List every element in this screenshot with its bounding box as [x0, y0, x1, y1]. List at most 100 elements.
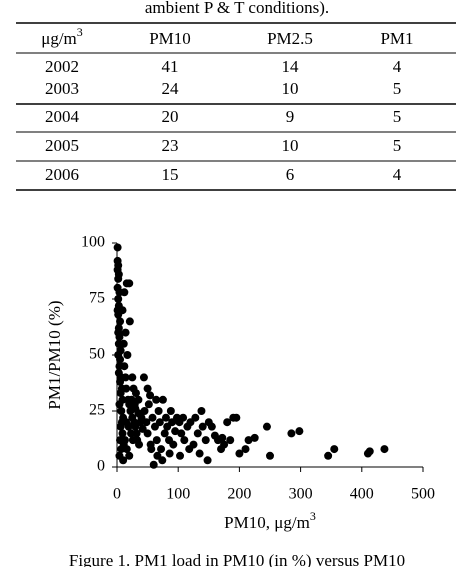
- point: [120, 436, 129, 445]
- point: [144, 400, 153, 409]
- point: [266, 451, 274, 460]
- y-axis-label: PM1/PM10 (%): [45, 300, 64, 409]
- point: [324, 451, 333, 460]
- table-cell: 2005: [45, 136, 79, 155]
- point: [201, 436, 210, 445]
- point: [160, 429, 169, 438]
- point: [149, 460, 158, 469]
- point: [119, 339, 128, 348]
- table-cell: 15: [162, 165, 179, 184]
- point: [116, 317, 125, 326]
- table-cell: 5: [393, 136, 402, 155]
- point: [125, 451, 134, 460]
- point: [118, 429, 127, 438]
- header-cell-base: μg/m: [41, 29, 77, 48]
- point: [142, 418, 151, 427]
- point: [177, 429, 186, 438]
- point: [122, 384, 131, 393]
- point: [125, 317, 134, 326]
- point: [115, 400, 124, 409]
- point: [131, 389, 140, 398]
- point: [114, 295, 123, 303]
- point: [115, 333, 124, 342]
- point: [330, 445, 339, 454]
- point: [169, 440, 178, 449]
- caption-top: ambient P & T conditions).: [145, 0, 329, 17]
- point: [140, 407, 149, 415]
- point: [121, 328, 130, 337]
- point: [244, 436, 253, 445]
- table-cell: 5: [393, 79, 402, 98]
- x-tick-label: 200: [227, 486, 251, 503]
- table-cell: 10: [282, 136, 299, 155]
- point: [207, 422, 216, 431]
- point: [128, 436, 137, 445]
- caption-bottom: Figure 1. PM1 load in PM10 (in %) versus…: [69, 551, 405, 567]
- point: [143, 384, 152, 393]
- point: [226, 436, 235, 445]
- header-cell: PM1: [380, 29, 413, 48]
- point: [158, 395, 167, 404]
- header-cell: PM10: [149, 29, 191, 48]
- point: [123, 351, 132, 359]
- point: [117, 407, 126, 415]
- table-cell: 4: [393, 57, 402, 76]
- header-cell: μg/m3: [41, 25, 83, 48]
- point: [220, 440, 229, 449]
- table-cell: 5: [393, 107, 402, 126]
- x-axis-label-sup: 3: [310, 509, 316, 523]
- point: [147, 445, 156, 454]
- point: [152, 436, 161, 445]
- point: [165, 449, 174, 458]
- point: [171, 427, 180, 436]
- point: [122, 445, 131, 454]
- point: [118, 306, 127, 315]
- x-tick-label: 0: [113, 486, 121, 503]
- point: [193, 429, 202, 438]
- point: [120, 362, 129, 371]
- point: [113, 243, 122, 252]
- y-tick-label: 0: [97, 458, 105, 475]
- table-cell: 9: [286, 107, 295, 126]
- point: [135, 440, 144, 449]
- x-tick-label: 300: [289, 486, 313, 503]
- point: [152, 395, 161, 404]
- table-cell: 4: [393, 165, 402, 184]
- point: [176, 451, 185, 460]
- point: [143, 429, 152, 438]
- table-cell: 6: [286, 165, 295, 184]
- point: [139, 373, 148, 382]
- point: [195, 449, 204, 458]
- point: [125, 279, 134, 288]
- point: [191, 413, 200, 422]
- point: [166, 407, 175, 415]
- point: [116, 377, 125, 386]
- point: [232, 413, 241, 422]
- point: [180, 436, 189, 445]
- point: [241, 445, 250, 454]
- point: [148, 413, 157, 422]
- point: [235, 449, 244, 458]
- point: [218, 433, 227, 442]
- point: [124, 422, 133, 431]
- point: [132, 429, 141, 438]
- point: [203, 456, 212, 465]
- table-cell: 24: [162, 79, 180, 98]
- point: [116, 355, 125, 364]
- y-tick-label: 50: [89, 346, 105, 363]
- point: [287, 429, 296, 438]
- point: [121, 373, 130, 382]
- point: [295, 427, 304, 436]
- x-axis-label: PM10, μg/m3: [224, 509, 316, 532]
- table-cell: 10: [282, 79, 299, 98]
- table-cell: 20: [162, 107, 179, 126]
- point: [179, 413, 188, 422]
- x-axis-label-base: PM10, μg/m: [224, 513, 310, 532]
- header-cell: PM2.5: [267, 29, 313, 48]
- point: [128, 373, 137, 382]
- point: [155, 418, 164, 427]
- point: [161, 413, 170, 422]
- table-cell: 2002: [45, 57, 79, 76]
- point: [250, 433, 259, 442]
